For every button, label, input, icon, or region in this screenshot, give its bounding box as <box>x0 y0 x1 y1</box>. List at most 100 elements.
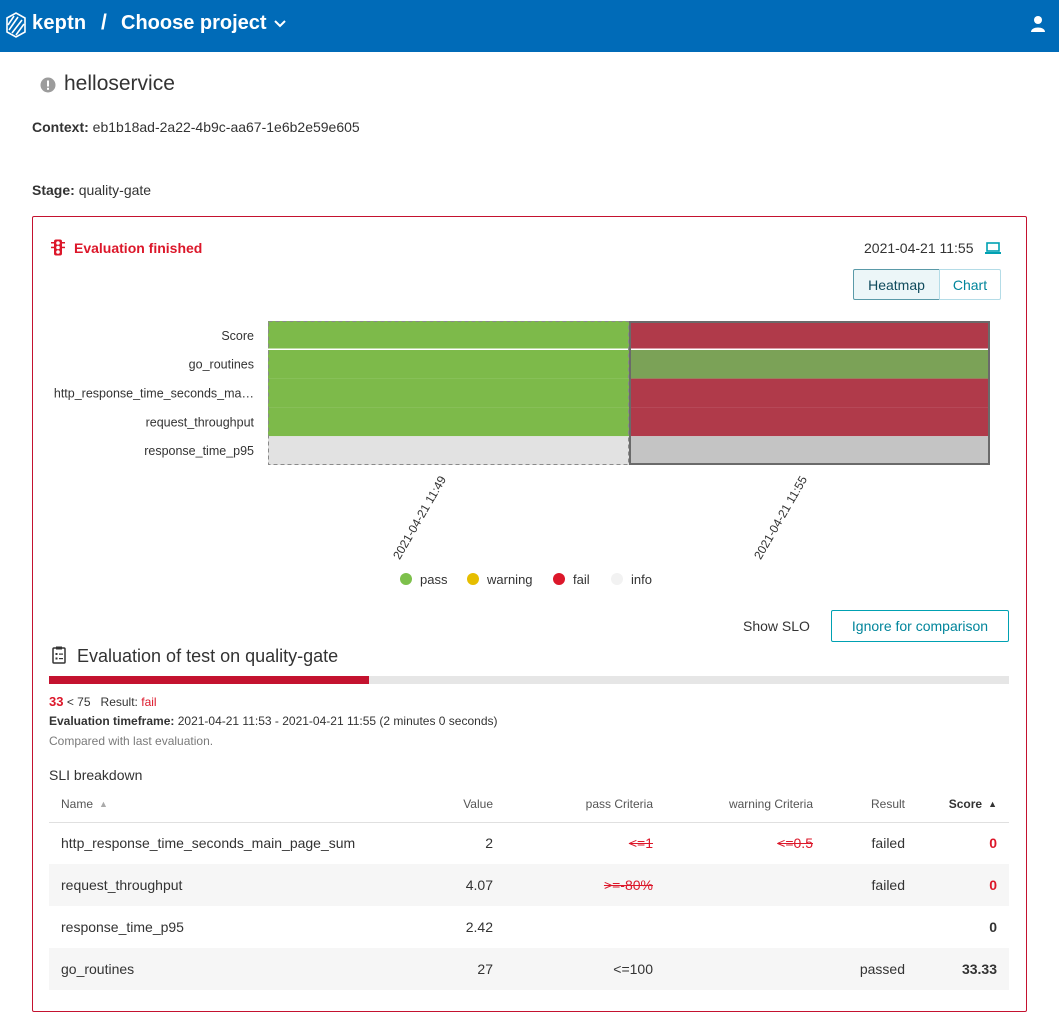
sli-name: response_time_p95 <box>61 919 184 935</box>
sli-pass-criteria <box>505 906 665 948</box>
sli-value: 27 <box>409 948 505 990</box>
table-row[interactable]: response_time_p95 2.42 0 <box>49 906 1009 948</box>
table-header-row: Name ▲︎ Value pass Criteria warning Crite… <box>49 786 1009 823</box>
legend-item-info[interactable]: info <box>611 571 652 587</box>
legend-dot-info <box>611 573 623 585</box>
info-circle-icon <box>40 77 56 93</box>
column-header-score[interactable]: Score ▲ <box>917 786 1009 823</box>
column-header-warning-criteria[interactable]: warning Criteria <box>665 786 825 823</box>
table-row[interactable]: request_throughput 4.07 >=-80% failed 0 <box>49 864 1009 906</box>
sort-ascending-icon[interactable]: ▲ <box>988 798 997 809</box>
service-title: helloservice <box>64 72 175 95</box>
tab-chart[interactable]: Chart <box>939 269 1001 300</box>
sli-value: 4.07 <box>409 864 505 906</box>
stage-value: quality-gate <box>78 182 152 198</box>
legend-item-warning[interactable]: warning <box>467 571 533 587</box>
sli-score: 0 <box>989 835 997 852</box>
legend-item-fail[interactable]: fail <box>553 571 590 587</box>
legend-label-warning: warning <box>487 571 533 587</box>
heatmap-row-label: request_throughput <box>146 415 255 429</box>
brand-name[interactable]: keptn <box>32 12 87 34</box>
sli-result: failed <box>871 835 905 852</box>
tab-heatmap[interactable]: Heatmap <box>853 269 940 300</box>
top-bar: keptn / Choose project <box>0 0 1059 52</box>
heatmap-row-label: response_time_p95 <box>144 444 254 458</box>
legend-item-pass[interactable]: pass <box>400 571 447 587</box>
heatmap-cell[interactable] <box>268 378 629 408</box>
column-header-name-label: Name <box>61 796 94 811</box>
sli-warning-criteria <box>665 906 825 948</box>
heatmap-cell[interactable] <box>629 349 990 379</box>
score-threshold: < 75 <box>66 695 91 709</box>
legend-label-pass: pass <box>420 571 448 587</box>
column-header-score-label: Score <box>948 796 983 811</box>
heatmap-cell[interactable] <box>268 436 629 465</box>
project-selector[interactable]: Choose project <box>121 12 267 34</box>
heatmap-column-outline <box>268 321 629 465</box>
table-row[interactable]: go_routines 27 <=100 passed 33.33 <box>49 948 1009 990</box>
column-header-name[interactable]: Name ▲︎ <box>49 786 409 823</box>
heatmap-cell[interactable] <box>629 378 990 408</box>
heatmap-cell[interactable] <box>629 321 990 350</box>
legend-dot-pass <box>400 573 412 585</box>
evaluation-card <box>32 216 1027 1012</box>
heatmap-cell[interactable] <box>268 349 629 379</box>
heatmap-selected-column-outline <box>629 321 990 465</box>
sli-pass-criteria: <=100 <box>505 948 665 990</box>
user-icon[interactable] <box>1030 15 1046 33</box>
table-row[interactable]: http_response_time_seconds_main_page_sum… <box>49 822 1009 864</box>
sort-icon[interactable]: ▲︎ <box>99 798 108 809</box>
score-progress-fill <box>49 676 369 684</box>
score-value: 33 <box>49 694 64 709</box>
sli-result: failed <box>825 864 917 906</box>
sli-score: 33.33 <box>917 948 1009 990</box>
score-progress-bar <box>49 676 1009 684</box>
evaluation-timeframe: Evaluation timeframe: 2021-04-21 11:53 -… <box>49 714 497 728</box>
sli-name: go_routines <box>49 948 409 990</box>
column-header-value[interactable]: Value <box>409 786 505 823</box>
show-slo-toggle[interactable]: Show SLO <box>743 618 810 634</box>
sli-result: passed <box>825 948 917 990</box>
sli-score: 0 <box>989 919 997 935</box>
sli-result <box>825 906 917 948</box>
chevron-down-icon[interactable] <box>272 17 288 31</box>
sli-name: http_response_time_seconds_main_page_sum <box>61 835 356 852</box>
clipboard-checklist-icon <box>52 646 66 664</box>
sli-breakdown-title: SLI breakdown <box>49 767 143 783</box>
heatmap-chart: Score go_routines http_response_time_secon… <box>54 321 990 562</box>
heatmap-cell[interactable] <box>629 407 990 437</box>
legend-dot-fail <box>553 573 565 585</box>
sli-score: 0 <box>917 864 1009 906</box>
result-label: Result: <box>100 695 138 709</box>
heatmap-row-label: go_routines <box>189 358 254 372</box>
heatmap-cell[interactable] <box>629 436 990 465</box>
stage-line: Stage: quality-gate <box>32 182 151 198</box>
sli-pass-criteria: <=1 <box>628 835 653 852</box>
sli-warning-criteria <box>665 864 825 906</box>
heatmap-cell[interactable] <box>268 407 629 437</box>
sli-value: 2.42 <box>465 919 493 935</box>
test-title: Evaluation of test on quality-gate <box>77 646 339 666</box>
ignore-for-comparison-button[interactable]: Ignore for comparison <box>831 610 1009 642</box>
sli-name: request_throughput <box>49 864 409 906</box>
heatmap-row-label: Score <box>221 329 254 343</box>
header-separator: / <box>101 11 107 34</box>
timeframe-value: 2021-04-21 11:53 - 2021-04-21 11:55 (2 m… <box>177 714 498 728</box>
compared-text: Compared with last evaluation. <box>49 734 214 748</box>
evaluation-date: 2021-04-21 11:55 <box>864 240 974 256</box>
sli-value: 2 <box>485 835 493 852</box>
evaluation-status: Evaluation finished <box>74 240 203 256</box>
result-value: fail <box>141 695 157 709</box>
sli-warning-criteria: <=0.5 <box>777 835 813 852</box>
context-line: Context: eb1b18ad-2a22-4b9c-aa67-1e6b2e5… <box>32 119 360 135</box>
keptn-logo-icon[interactable] <box>4 12 28 38</box>
column-header-result[interactable]: Result <box>825 786 917 823</box>
context-label: Context: <box>32 119 89 135</box>
legend-label-info: info <box>631 571 652 587</box>
context-value: eb1b18ad-2a22-4b9c-aa67-1e6b2e59e605 <box>92 119 360 135</box>
heatmap-cell[interactable] <box>268 321 629 350</box>
column-header-pass-criteria[interactable]: pass Criteria <box>505 786 665 823</box>
laptop-icon[interactable] <box>984 241 1002 256</box>
sli-pass-criteria: >=-80% <box>505 864 665 906</box>
score-summary: 33 < 75 Result: fail <box>49 694 157 709</box>
